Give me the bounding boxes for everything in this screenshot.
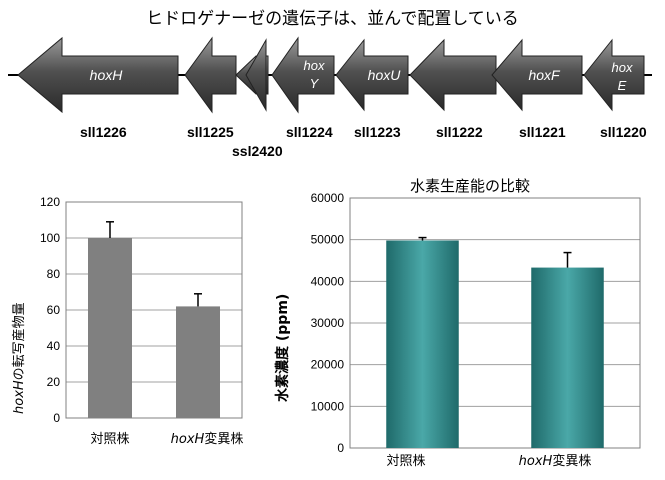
bar (88, 238, 132, 418)
bar (386, 240, 459, 448)
gene-arrow-hoxE (583, 38, 645, 112)
y-tick-label: 0 (337, 441, 344, 455)
y-tick-label: 20000 (311, 358, 345, 372)
locus-label: sll1226 (80, 124, 127, 140)
y-tick-label: 50000 (311, 233, 345, 247)
y-tick-label: 40000 (311, 274, 345, 288)
y-tick-label: 80 (47, 267, 61, 281)
gene-inner-label: Y (310, 76, 320, 91)
locus-label: sll1223 (354, 124, 401, 140)
y-tick-label: 60000 (311, 191, 345, 205)
locus-label: sll1220 (600, 124, 647, 140)
gene-arrow-sll1225 (184, 36, 237, 114)
y-tick-label: 0 (53, 411, 60, 425)
y-tick-label: 10000 (311, 399, 345, 413)
gene-cluster-diagram: hoxH hox Y hoxU hoxF hox E (8, 36, 652, 114)
transcript-bar-chart: 0 20 40 60 80 100 120 (40, 195, 243, 425)
y-tick-label: 60 (47, 303, 61, 317)
locus-label: sll1225 (187, 124, 234, 140)
hydrogen-bar-chart: 0 10000 20000 30000 40000 50000 60000 (311, 191, 641, 455)
chart1-xcat: 対照株 (90, 432, 130, 447)
gene-arrow-hoxY (271, 36, 335, 114)
locus-label: sll1222 (436, 124, 483, 140)
chart2-title: 水素生産能の比較 (410, 177, 531, 195)
y-tick-label: 30000 (311, 316, 345, 330)
gene-arrow-sll1222 (409, 38, 497, 112)
y-tick-label: 120 (40, 195, 60, 209)
chart2-xcat: hoxH変異株 (518, 454, 592, 469)
locus-label: sll1224 (286, 124, 333, 140)
gene-inner-label: hoxH (90, 67, 124, 83)
locus-label: sll1221 (519, 124, 566, 140)
gene-inner-label: E (618, 78, 627, 93)
bar (531, 267, 604, 448)
gene-arrow-hoxH (17, 36, 179, 114)
locus-label: ssl2420 (232, 143, 283, 159)
gene-inner-label: hoxU (368, 67, 402, 83)
y-tick-label: 40 (47, 339, 61, 353)
y-tick-label: 100 (40, 231, 60, 245)
gene-inner-label: hox (304, 58, 325, 73)
gene-inner-label: hoxF (528, 67, 561, 83)
gene-arrow-hoxU (335, 38, 409, 112)
y-tick-label: 20 (47, 375, 61, 389)
chart1-xcat: hoxH変異株 (170, 432, 244, 447)
page-title: ヒドロゲナーゼの遺伝子は、並んで配置している (146, 9, 519, 29)
plot-area (65, 201, 243, 419)
bar (176, 306, 220, 418)
gene-inner-label: hox (612, 60, 633, 75)
gene-arrow-hoxF (491, 38, 583, 112)
chart2-xcat: 対照株 (386, 454, 426, 469)
plot-area (349, 197, 641, 449)
